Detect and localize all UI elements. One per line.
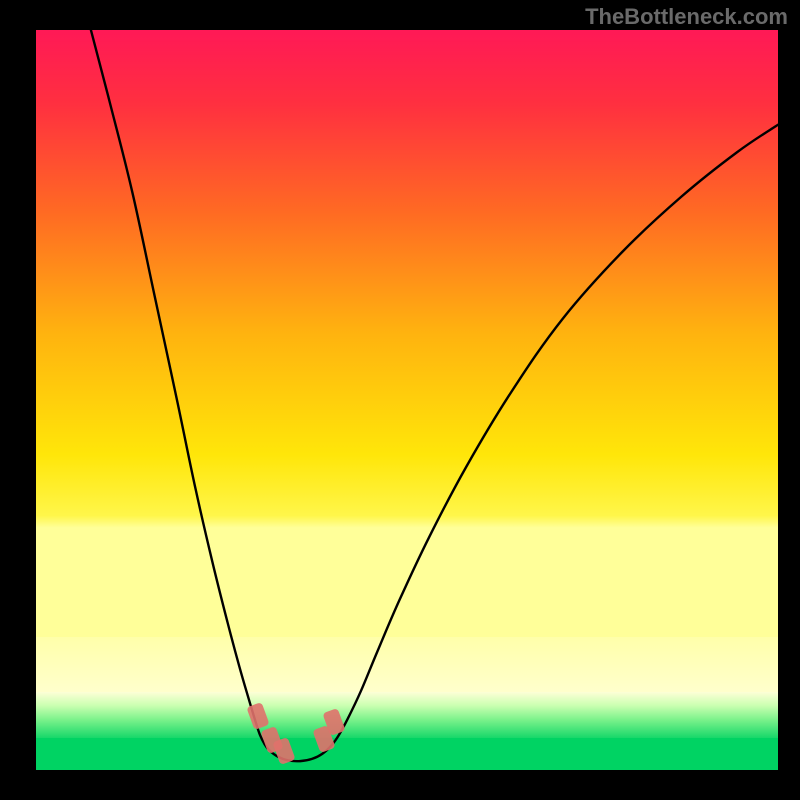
curve-marker [246,702,269,730]
marker-layer [36,30,778,770]
chart-root: TheBottleneck.com [0,0,800,800]
watermark-text: TheBottleneck.com [585,4,788,30]
plot-area [36,30,778,770]
curve-marker [272,737,295,765]
